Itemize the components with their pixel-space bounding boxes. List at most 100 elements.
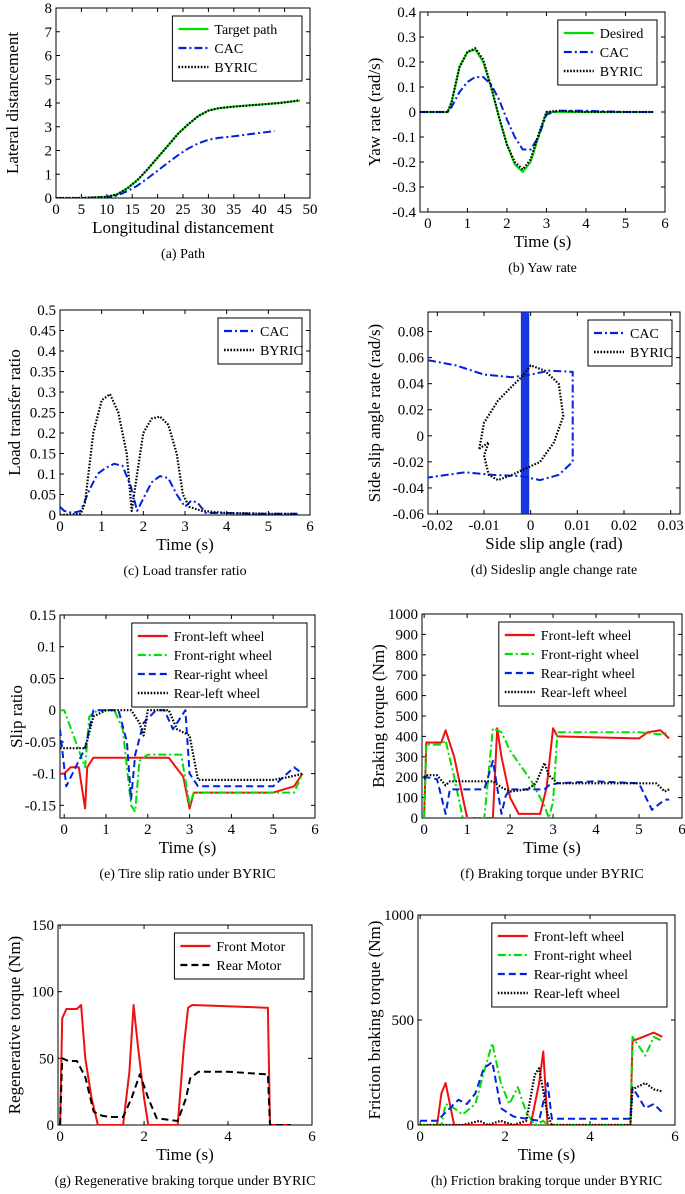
legend-label: Front-left wheel xyxy=(541,629,632,644)
legend-box xyxy=(171,15,303,82)
figure-caption: (a) Path xyxy=(161,247,205,262)
chart-a: 0 5 10 15 20 25 30 35 40 45 50012345678Longitudina… xyxy=(3,1,318,262)
y-axis-label: Side slip angle rate (rad/s) xyxy=(365,324,384,502)
figure-caption: (h) Friction braking torque under BYRIC xyxy=(431,1174,662,1189)
y-tick-label: 0 xyxy=(45,191,53,207)
legend-label: CAC xyxy=(630,327,659,342)
legend-label: Rear-right wheel xyxy=(541,667,635,682)
x-axis-label: Time (s) xyxy=(514,232,571,251)
chart-e: 0 1 2 3 4 5 6 -0.15 -0.1 -0.05 0 0.05 0.1 0.15 Time (s… xyxy=(7,608,319,882)
y-tick-label: 0.06 xyxy=(398,351,425,367)
series-line-rear-left-wheel xyxy=(423,761,670,793)
legend-label: BYRIC xyxy=(630,346,673,361)
series-line-rear-right-wheel xyxy=(60,709,304,800)
y-tick-label: 100 xyxy=(396,791,419,807)
y-tick-label: 0.05 xyxy=(30,488,56,504)
y-tick-label: 0.25 xyxy=(30,406,56,422)
y-tick-label: 0.1 xyxy=(37,640,56,656)
x-tick-label: 10 xyxy=(99,202,114,218)
x-tick-label: 45 xyxy=(277,202,292,218)
x-axis-label: Side slip angle (rad) xyxy=(485,534,622,553)
legend: CAC BYRIC xyxy=(217,317,303,365)
legend-box xyxy=(587,319,673,367)
y-axis-label: Friction braking torque (Nm) xyxy=(365,921,384,1120)
series-layer xyxy=(60,393,298,515)
y-tick-label: 600 xyxy=(396,689,419,705)
x-tick-label: 6 xyxy=(306,519,314,535)
y-tick-label: 200 xyxy=(396,770,419,786)
x-axis-label: Longitudinal distancement xyxy=(92,218,274,237)
series-line-front-right-wheel xyxy=(423,727,670,818)
x-tick-label: 2 xyxy=(140,519,148,535)
x-tick-label: 0.02 xyxy=(611,518,637,534)
x-tick-label: 6 xyxy=(308,1129,316,1145)
chart-f: 0 1 2 3 4 5 601002003004005006007008009001000T… xyxy=(369,607,685,882)
legend-label: Front-right wheel xyxy=(534,949,632,964)
x-tick-label: 1 xyxy=(98,519,106,535)
y-tick-label: 0.35 xyxy=(30,365,56,381)
legend: Front Motor Rear Motor xyxy=(173,932,305,980)
y-tick-label: 1 xyxy=(45,167,53,183)
legend-label: BYRIC xyxy=(600,65,643,80)
y-tick-label: -0.06 xyxy=(393,507,425,523)
series-line-front-left-wheel xyxy=(423,727,670,818)
y-tick-label: 0.05 xyxy=(30,671,56,687)
y-tick-label: 0 xyxy=(417,429,425,445)
legend-label: Rear Motor xyxy=(216,959,281,974)
series-line-byric xyxy=(478,364,565,482)
figure-caption: (d) Sideslip angle change rate xyxy=(471,563,637,578)
y-tick-label: 100 xyxy=(32,985,55,1001)
legend: Front-left wheel Front-right wheel Rear-ri… xyxy=(498,621,675,707)
series-line-rear-right-wheel xyxy=(423,759,670,815)
x-tick-label: 30 xyxy=(201,202,216,218)
legend-label: Front Motor xyxy=(216,940,285,955)
dense-band xyxy=(520,312,530,514)
y-tick-label: 400 xyxy=(396,729,419,745)
x-tick-label: 6 xyxy=(311,822,319,838)
y-tick-label: 8 xyxy=(45,1,53,17)
y-tick-label: 0.04 xyxy=(398,377,425,393)
y-tick-label: 0.1 xyxy=(37,467,56,483)
y-tick-label: 800 xyxy=(396,648,419,664)
series-line-cac xyxy=(420,76,654,151)
x-tick-label: 15 xyxy=(125,202,140,218)
y-tick-label: 0.15 xyxy=(30,608,56,624)
legend-label: Desired xyxy=(600,27,644,42)
x-tick-label: 50 xyxy=(303,202,318,218)
plot-frame xyxy=(59,614,316,819)
legend-label: BYRIC xyxy=(214,61,257,76)
y-tick-label: 5 xyxy=(45,72,53,88)
x-tick-label: 20 xyxy=(150,202,165,218)
legend-box xyxy=(217,317,303,365)
figure-caption: (b) Yaw rate xyxy=(508,261,577,276)
legend: Desired CAC BYRIC xyxy=(557,19,658,86)
x-tick-label: 2 xyxy=(506,822,514,838)
legend-label: Rear-left wheel xyxy=(174,687,261,702)
y-axis-label: Lateral distancement xyxy=(3,32,22,174)
x-tick-label: 5 xyxy=(622,216,630,232)
y-tick-label: 0.5 xyxy=(37,303,56,319)
x-tick-label: 2 xyxy=(140,1129,148,1145)
x-tick-label: 1 xyxy=(102,822,110,838)
x-tick-label: 35 xyxy=(226,202,241,218)
legend-label: Front-left wheel xyxy=(534,930,625,945)
y-tick-label: -0.1 xyxy=(32,767,56,783)
y-tick-label: 0.3 xyxy=(37,385,56,401)
x-tick-label: 4 xyxy=(586,1129,594,1145)
y-axis-label: Yaw rate (rad/s) xyxy=(365,58,384,167)
x-tick-label: 0 xyxy=(527,518,535,534)
x-tick-label: 6 xyxy=(678,822,685,838)
x-tick-label: 4 xyxy=(223,519,231,535)
series-layer xyxy=(420,47,654,173)
y-tick-label: 0 xyxy=(407,1118,415,1134)
x-tick-label: 4 xyxy=(582,216,590,232)
y-tick-label: 0.15 xyxy=(30,447,56,463)
x-tick-label: 0 xyxy=(424,216,432,232)
x-tick-label: 3 xyxy=(543,216,551,232)
y-tick-label: 500 xyxy=(396,709,419,725)
y-tick-label: 0 xyxy=(411,811,419,827)
plot-frame xyxy=(427,311,681,515)
y-tick-label: -0.1 xyxy=(392,130,416,146)
series-line-cac xyxy=(56,130,275,198)
y-axis-label: Regenerative torque (Nm) xyxy=(5,936,24,1114)
